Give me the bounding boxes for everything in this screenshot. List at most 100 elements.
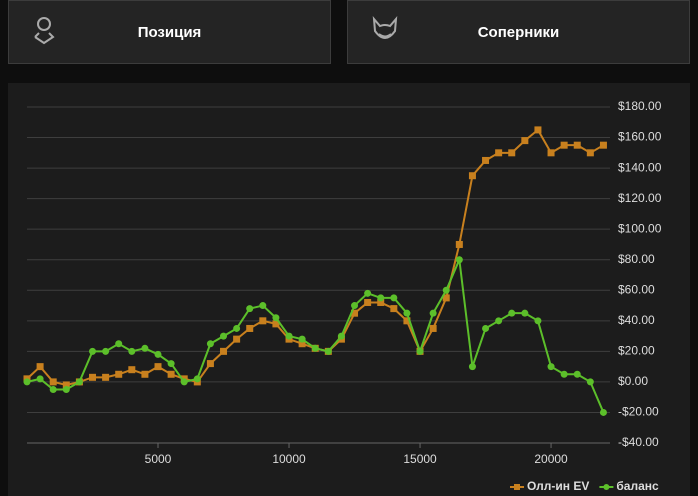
- point: [534, 126, 542, 134]
- point: [429, 309, 437, 317]
- point: [442, 286, 450, 294]
- point: [220, 347, 228, 355]
- point: [599, 141, 607, 149]
- point: [547, 149, 555, 157]
- position-icon: [34, 17, 55, 45]
- point: [482, 156, 490, 164]
- point: [364, 289, 372, 297]
- point: [390, 294, 398, 302]
- legend-label: Олл-ин EV: [527, 479, 589, 493]
- point: [141, 370, 149, 378]
- y-tick-label: $80.00: [618, 252, 655, 266]
- point: [62, 386, 70, 394]
- x-tick-label: 20000: [534, 452, 568, 466]
- point: [351, 309, 359, 317]
- point: [128, 366, 136, 374]
- point: [272, 320, 280, 328]
- point: [403, 317, 411, 325]
- y-tick-label: $120.00: [618, 191, 662, 205]
- y-tick-label: -$20.00: [618, 405, 659, 419]
- point: [311, 344, 319, 352]
- point: [599, 408, 607, 416]
- point: [337, 332, 345, 340]
- point: [102, 373, 110, 381]
- point: [468, 363, 476, 371]
- point: [102, 347, 110, 355]
- point: [508, 149, 516, 157]
- x-tick-label: 15000: [403, 452, 437, 466]
- opponents-tab[interactable]: Соперники: [347, 0, 690, 64]
- point: [154, 350, 162, 358]
- point: [508, 309, 516, 317]
- point: [167, 370, 175, 378]
- point: [115, 340, 123, 348]
- point: [377, 294, 385, 302]
- point: [193, 375, 201, 383]
- point: [455, 256, 463, 264]
- point: [468, 172, 476, 180]
- point: [206, 360, 214, 368]
- point: [272, 314, 280, 322]
- point: [246, 324, 254, 332]
- point: [573, 370, 581, 378]
- point: [167, 360, 175, 368]
- legend-label: баланс: [616, 479, 659, 493]
- point: [36, 375, 44, 383]
- point: [89, 347, 97, 355]
- y-tick-label: $180.00: [618, 99, 662, 113]
- point: [259, 317, 267, 325]
- point: [220, 332, 228, 340]
- point: [49, 386, 57, 394]
- point: [364, 298, 372, 306]
- point: [547, 363, 555, 371]
- point: [128, 347, 136, 355]
- point: [154, 363, 162, 371]
- position-tab[interactable]: Позиция: [8, 0, 331, 64]
- point: [495, 149, 503, 157]
- point: [482, 324, 490, 332]
- y-tick-label: $60.00: [618, 282, 655, 296]
- point: [573, 141, 581, 149]
- point: [455, 240, 463, 248]
- legend-marker: [514, 484, 520, 490]
- point: [23, 378, 31, 386]
- point: [115, 370, 123, 378]
- point: [351, 302, 359, 310]
- tab-label: Позиция: [137, 23, 202, 41]
- point: [560, 141, 568, 149]
- series-line: [26, 255, 605, 413]
- point: [495, 317, 503, 325]
- y-tick-label: $160.00: [618, 130, 662, 144]
- point: [377, 298, 385, 306]
- point: [285, 332, 293, 340]
- point: [416, 347, 424, 355]
- legend-marker: [603, 484, 610, 490]
- point: [259, 302, 267, 310]
- opponents-icon: [372, 16, 398, 39]
- y-tick-label: $0.00: [618, 374, 648, 388]
- y-tick-label: $140.00: [618, 160, 662, 174]
- x-tick-label: 10000: [272, 452, 306, 466]
- y-tick-label: -$40.00: [618, 435, 659, 449]
- point: [298, 340, 306, 348]
- point: [49, 378, 57, 386]
- point: [206, 340, 214, 348]
- point: [521, 309, 529, 317]
- point: [141, 344, 149, 352]
- point: [586, 149, 594, 157]
- tab-label: Соперники: [477, 23, 560, 41]
- point: [233, 335, 241, 343]
- point: [442, 294, 450, 302]
- point: [62, 381, 70, 389]
- point: [521, 137, 529, 145]
- chart-panel: [8, 83, 690, 496]
- point: [586, 378, 594, 386]
- point: [246, 305, 254, 313]
- point: [390, 305, 398, 313]
- point: [403, 309, 411, 317]
- point: [429, 324, 437, 332]
- point: [534, 317, 542, 325]
- y-tick-label: $20.00: [618, 344, 655, 358]
